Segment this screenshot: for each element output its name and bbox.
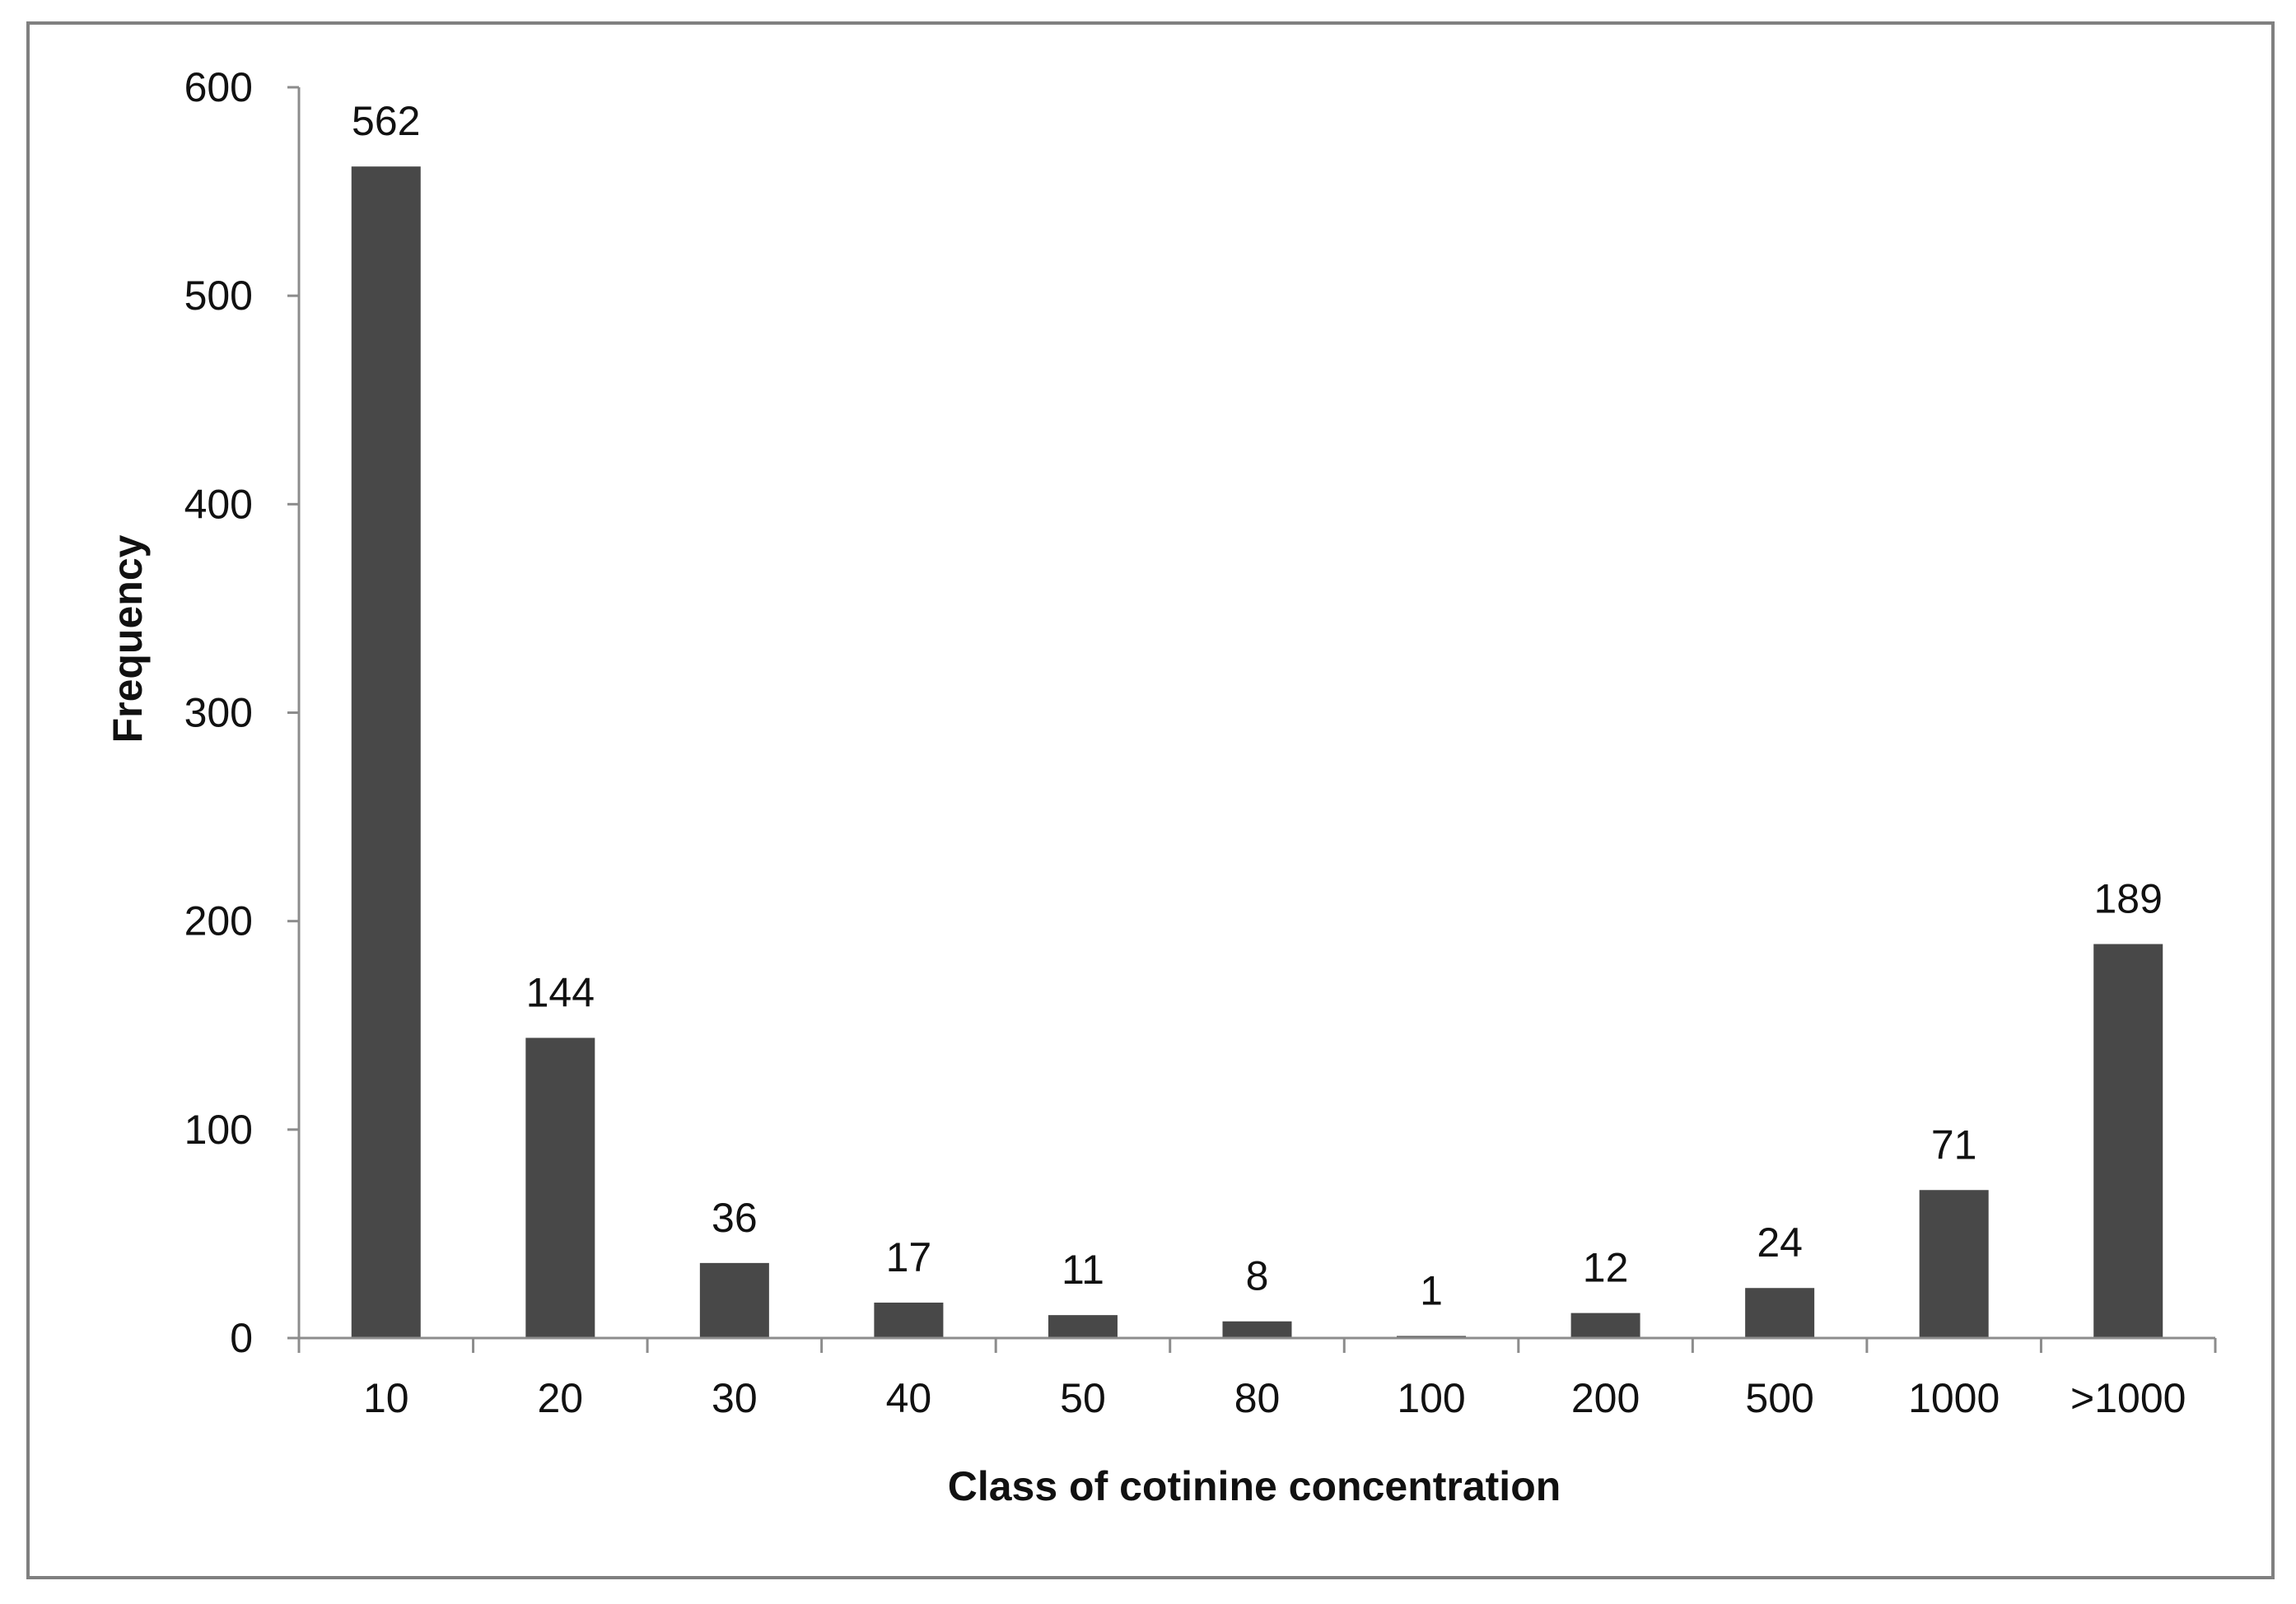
y-tick-label: 300: [184, 690, 253, 736]
x-tick-label: >1000: [2070, 1375, 2186, 1421]
bar-20: [525, 1037, 595, 1338]
x-tick-label: 40: [886, 1375, 932, 1421]
data-label-10: 562: [352, 98, 420, 144]
x-tick-label: 80: [1234, 1375, 1281, 1421]
x-tick-label: 30: [712, 1375, 758, 1421]
data-label-30: 36: [712, 1195, 758, 1241]
y-tick-label: 600: [184, 64, 253, 110]
y-tick-label: 200: [184, 898, 253, 944]
bar-10: [351, 166, 421, 1338]
x-tick-label: 500: [1745, 1375, 1813, 1421]
data-label-80: 8: [1246, 1253, 1269, 1299]
bar-200: [1570, 1313, 1640, 1338]
data-label-200: 12: [1583, 1245, 1629, 1291]
data-label-1000: 71: [1931, 1121, 1977, 1168]
data-label->1000: 189: [2094, 876, 2163, 922]
x-tick-label: 50: [1060, 1375, 1106, 1421]
data-label-20: 144: [526, 969, 595, 1015]
axes-layer: [287, 86, 2217, 1353]
bars-layer: [351, 166, 2163, 1338]
bar-30: [699, 1262, 769, 1338]
y-axis-title: Frequency: [105, 534, 151, 743]
x-tick-label: 1000: [1908, 1375, 2000, 1421]
y-tick-label: 400: [184, 481, 253, 527]
labels-layer: 0 100 200 300 400 500 600 562 10 144 20 36 30 17 40 11 5…: [184, 64, 2186, 1421]
x-tick-label: 100: [1397, 1375, 1465, 1421]
data-label-500: 24: [1757, 1219, 1803, 1266]
bar->1000: [2093, 944, 2163, 1338]
x-tick-label: 200: [1571, 1375, 1640, 1421]
y-tick-label: 0: [230, 1315, 253, 1361]
data-label-100: 1: [1420, 1267, 1443, 1313]
data-label-50: 11: [1062, 1247, 1104, 1293]
y-tick-label: 100: [184, 1107, 253, 1153]
bar-500: [1745, 1288, 1815, 1338]
x-tick-label: 20: [538, 1375, 584, 1421]
bar-80: [1222, 1321, 1292, 1338]
y-tick-label: 500: [184, 273, 253, 319]
bar-1000: [1919, 1190, 1989, 1338]
bar-50: [1048, 1315, 1118, 1338]
data-label-40: 17: [886, 1234, 932, 1280]
x-tick-label: 10: [363, 1375, 409, 1421]
bar-40: [874, 1302, 944, 1338]
x-axis-title: Class of cotinine concentration: [948, 1463, 1561, 1509]
